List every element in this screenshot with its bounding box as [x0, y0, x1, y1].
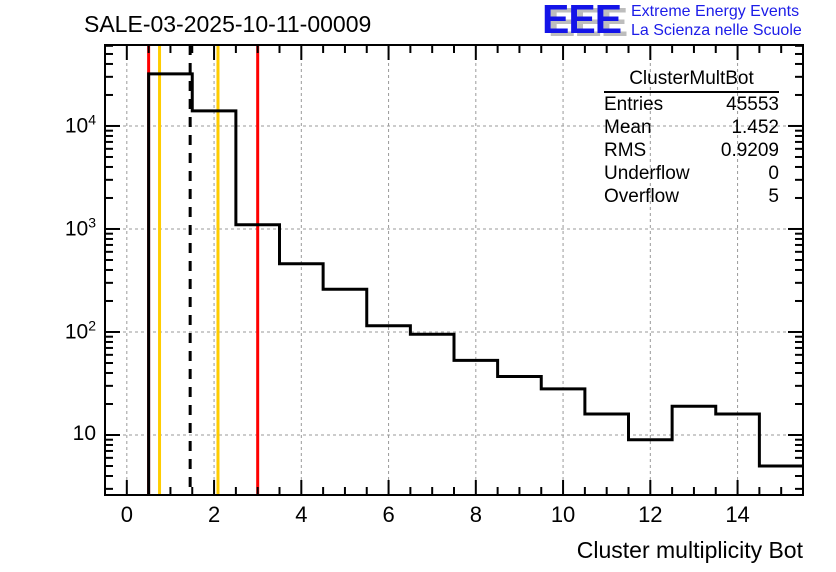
- stat-label: Entries: [604, 94, 664, 115]
- y-tick-label: 103: [64, 214, 96, 241]
- stats-title: ClusterMultBot: [604, 68, 779, 93]
- stats-row-underflow: Underflow 0: [604, 162, 779, 185]
- histogram-line: [147, 72, 803, 495]
- eee-logo-text: Extreme Energy Events La Scienza nelle S…: [631, 2, 802, 40]
- x-tick-label: 0: [120, 502, 133, 527]
- stats-row-mean: Mean 1.452: [604, 116, 779, 139]
- y-tick-label: 102: [64, 317, 96, 344]
- x-tick-label: 4: [295, 502, 308, 527]
- x-tick-label: 10: [550, 502, 576, 527]
- stat-value: 0: [768, 163, 779, 184]
- x-tick-label: 2: [207, 502, 221, 527]
- stats-row-overflow: Overflow 5: [604, 185, 779, 208]
- stat-label: Mean: [604, 117, 652, 138]
- stat-label: RMS: [604, 140, 647, 161]
- stat-value: 1.452: [731, 117, 779, 138]
- logo-line2: La Scienza nelle Scuole: [631, 22, 802, 39]
- x-tick-label: 14: [725, 502, 750, 527]
- x-tick-label: 12: [638, 502, 663, 527]
- stat-value: 45553: [726, 94, 779, 115]
- stats-row-rms: RMS 0.9209: [604, 139, 779, 162]
- stat-label: Underflow: [604, 163, 690, 184]
- y-tick-label: 104: [64, 111, 96, 138]
- stats-row-entries: Entries 45553: [604, 93, 779, 116]
- x-axis-title: Cluster multiplicity Bot: [576, 537, 803, 563]
- page-title: SALE-03-2025-10-11-00009: [84, 11, 372, 37]
- stat-value: 5: [768, 186, 779, 207]
- stat-label: Overflow: [604, 186, 679, 207]
- logo-line1: Extreme Energy Events: [631, 3, 800, 20]
- x-tick-label: 6: [382, 502, 395, 527]
- x-tick-label: 8: [469, 502, 482, 527]
- stats-box: ClusterMultBot Entries 45553 Mean 1.452 …: [604, 68, 779, 208]
- eee-logo: EEE: [542, 0, 622, 42]
- stat-value: 0.9209: [720, 140, 779, 161]
- y-tick-label: 10: [72, 422, 96, 446]
